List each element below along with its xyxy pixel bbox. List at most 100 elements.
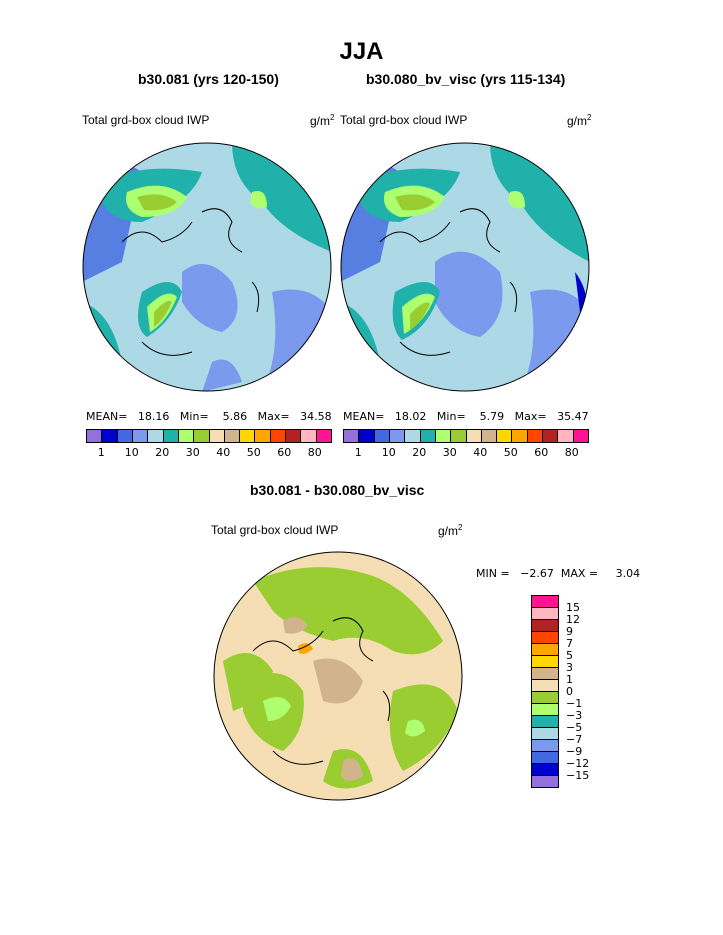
diff-colorbar-swatch [532, 704, 558, 716]
colorbar-tick-label: 80 [307, 446, 322, 459]
diff-colorbar-swatch [532, 668, 558, 680]
diff-colorbar-label: −12 [566, 757, 590, 770]
diff-colorbar-label: 9 [566, 625, 573, 638]
panel2-stats: MEAN= 18.02 Min= 5.79 Max= 35.47 [343, 410, 589, 423]
diff-colorbar-swatch [532, 764, 558, 776]
colorbar-swatch [255, 430, 271, 442]
diff-colorbar-swatch [532, 692, 558, 704]
colorbar-tick-label: 20 [412, 446, 427, 459]
panel2-polar-map [340, 142, 590, 392]
diff-colorbar [531, 595, 559, 788]
colorbar-swatch [240, 430, 256, 442]
colorbar-tick-label: 10 [124, 446, 139, 459]
diff-colorbar-label: −5 [566, 721, 583, 734]
colorbar-tick-label: 60 [534, 446, 549, 459]
colorbar-tick-label: 50 [503, 446, 518, 459]
panel2-colorbar [343, 429, 589, 443]
diff-colorbar-label: −1 [566, 697, 583, 710]
diff-colorbar-label: 5 [566, 649, 573, 662]
colorbar-tick-label: 50 [246, 446, 261, 459]
diff-colorbar-label: −3 [566, 709, 583, 722]
panel1-units: g/m2 [310, 113, 335, 128]
colorbar-swatch [466, 430, 482, 442]
diff-colorbar-label: 12 [566, 613, 580, 626]
colorbar-swatch [512, 430, 528, 442]
diff-colorbar-swatch [532, 596, 558, 608]
panel2-units: g/m2 [567, 113, 592, 128]
diff-colorbar-swatch [532, 608, 558, 620]
diff-colorbar-swatch [532, 656, 558, 668]
colorbar-tick-label: 30 [185, 446, 200, 459]
diff-colorbar-swatch [532, 680, 558, 692]
colorbar-swatch [451, 430, 467, 442]
colorbar-swatch [558, 430, 574, 442]
colorbar-swatch [435, 430, 452, 442]
colorbar-swatch [301, 430, 317, 442]
colorbar-tick-label: 1 [354, 446, 362, 459]
colorbar-swatch [270, 430, 287, 442]
diff-colorbar-label: −15 [566, 769, 590, 782]
diff-colorbar-swatch [532, 620, 558, 632]
diff-colorbar-label: −9 [566, 745, 583, 758]
diff-subtitle: b30.081 - b30.080_bv_visc [250, 482, 425, 498]
panel2-subtitle: b30.080_bv_visc (yrs 115-134) [366, 71, 566, 87]
colorbar-swatch [344, 430, 360, 442]
diff-colorbar-labels: 15 12 9 7 5 3 1 0 −1 −3 −5 −7 −9 −12 −15 [566, 595, 606, 795]
diff-colorbar-label: 15 [566, 601, 580, 614]
colorbar-swatch [178, 430, 195, 442]
colorbar-swatch [481, 430, 498, 442]
diff-colorbar-swatch [532, 752, 558, 764]
diff-minmax: MIN = −2.67 MAX = 3.04 [476, 567, 641, 580]
colorbar-swatch [527, 430, 544, 442]
diff-colorbar-label: 3 [566, 661, 573, 674]
colorbar-tick-label: 30 [442, 446, 457, 459]
diff-colorbar-swatch [532, 740, 558, 752]
diff-polar-map [213, 551, 463, 801]
colorbar-swatch [148, 430, 164, 442]
diff-colorbar-label: 0 [566, 685, 573, 698]
colorbar-swatch [405, 430, 421, 442]
panel2-field-label: Total grd-box cloud IWP [340, 113, 468, 127]
colorbar-swatch [374, 430, 390, 442]
colorbar-swatch [497, 430, 513, 442]
colorbar-swatch [359, 430, 375, 442]
colorbar-swatch [573, 430, 588, 442]
colorbar-swatch [209, 430, 225, 442]
colorbar-tick-label: 60 [277, 446, 292, 459]
colorbar-swatch [132, 430, 149, 442]
panel1-field-label: Total grd-box cloud IWP [82, 113, 210, 127]
colorbar-swatch [316, 430, 331, 442]
colorbar-swatch [389, 430, 406, 442]
panel1-stats: MEAN= 18.16 Min= 5.86 Max= 34.58 [86, 410, 332, 423]
diff-colorbar-swatch [532, 776, 558, 787]
panel1-polar-map [82, 142, 332, 392]
diff-colorbar-label: −7 [566, 733, 583, 746]
panel1-colorbar [86, 429, 332, 443]
colorbar-swatch [194, 430, 210, 442]
colorbar-swatch [420, 430, 436, 442]
diff-colorbar-swatch [532, 644, 558, 656]
diff-units: g/m2 [438, 523, 463, 538]
colorbar-swatch [543, 430, 559, 442]
colorbar-tick-label: 10 [381, 446, 396, 459]
colorbar-swatch [117, 430, 133, 442]
panel2-colorbar-ticks: 1 10 20 30 40 50 60 80 [343, 446, 587, 460]
diff-colorbar-swatch [532, 728, 558, 740]
diff-colorbar-swatch [532, 632, 558, 644]
colorbar-swatch [87, 430, 103, 442]
page-title: JJA [339, 38, 384, 65]
colorbar-swatch [224, 430, 241, 442]
colorbar-swatch [163, 430, 179, 442]
panel1-subtitle: b30.081 (yrs 120-150) [138, 71, 279, 87]
colorbar-tick-label: 1 [97, 446, 105, 459]
diff-colorbar-swatch [532, 716, 558, 728]
colorbar-tick-label: 80 [564, 446, 579, 459]
colorbar-swatch [102, 430, 118, 442]
colorbar-swatch [286, 430, 302, 442]
diff-field-label: Total grd-box cloud IWP [211, 523, 339, 537]
panel1-colorbar-ticks: 1 10 20 30 40 50 60 80 [86, 446, 330, 460]
colorbar-tick-label: 40 [473, 446, 488, 459]
colorbar-tick-label: 20 [155, 446, 170, 459]
diff-colorbar-label: 7 [566, 637, 573, 650]
diff-colorbar-label: 1 [566, 673, 573, 686]
